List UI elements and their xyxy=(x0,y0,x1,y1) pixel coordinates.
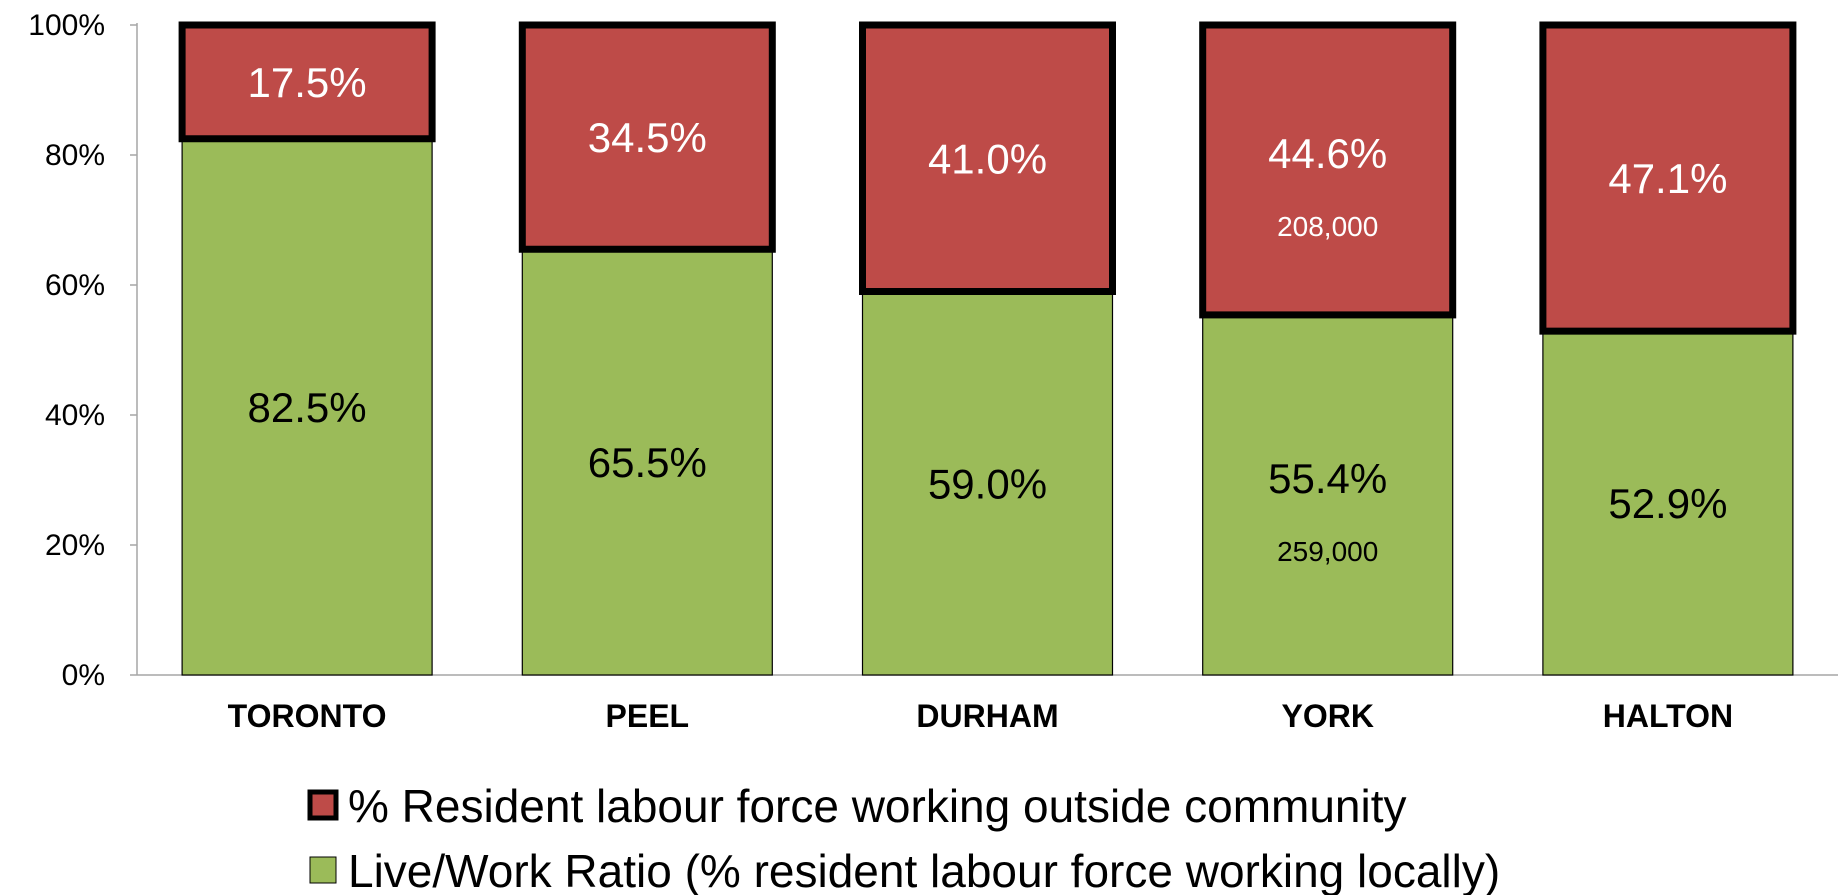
annotation-york-1: 208,000 xyxy=(1277,211,1378,242)
data-label-york-series-0: 55.4% xyxy=(1268,455,1387,502)
y-tick-label: 0% xyxy=(62,659,105,692)
data-label-toronto-series-0: 82.5% xyxy=(248,384,367,431)
data-label-peel-series-0: 65.5% xyxy=(588,439,707,486)
legend-swatch-series-1 xyxy=(307,789,339,821)
data-label-york-series-1: 44.6% xyxy=(1268,130,1387,177)
bar-toronto-series-1 xyxy=(178,21,436,143)
legend: % Resident labour force working outside … xyxy=(307,780,1500,895)
bar-peel-series-0 xyxy=(521,248,773,676)
bar-york-series-1 xyxy=(1199,21,1457,319)
bar-halton-series-1 xyxy=(1539,21,1797,335)
x-tick-label-toronto: TORONTO xyxy=(228,698,387,734)
x-tick-label-halton: HALTON xyxy=(1603,698,1733,734)
data-label-peel-series-1: 34.5% xyxy=(588,114,707,161)
data-label-halton-series-1: 47.1% xyxy=(1608,155,1727,202)
legend-swatch-series-0 xyxy=(309,856,337,884)
legend-label-series-1: % Resident labour force working outside … xyxy=(348,780,1407,832)
legend-label-series-0: Live/Work Ratio (% resident labour force… xyxy=(348,845,1500,895)
bar-toronto-series-0 xyxy=(181,138,433,676)
y-tick-label: 20% xyxy=(45,529,105,562)
data-label-durham-series-1: 41.0% xyxy=(928,135,1047,182)
x-tick-label-durham: DURHAM xyxy=(916,698,1058,734)
x-tick-label-peel: PEEL xyxy=(606,698,690,734)
plot-area: 0% 20% 40% 60% 80% 100% 82.5% 17.5% TORONTO 65.5%… xyxy=(28,9,1838,734)
y-tick-label: 60% xyxy=(45,269,105,302)
data-label-durham-series-0: 59.0% xyxy=(928,460,1047,507)
data-label-halton-series-0: 52.9% xyxy=(1608,480,1727,527)
bar-peel-series-1 xyxy=(518,21,776,253)
y-tick-label: 100% xyxy=(28,9,105,42)
bar-halton-series-0 xyxy=(1542,330,1794,676)
data-label-toronto-series-1: 17.5% xyxy=(248,59,367,106)
annotation-york-0: 259,000 xyxy=(1277,536,1378,567)
bar-durham-series-0 xyxy=(861,290,1114,676)
x-tick-label-york: YORK xyxy=(1281,698,1373,734)
y-tick-label: 40% xyxy=(45,399,105,432)
bar-durham-series-1 xyxy=(859,21,1116,295)
y-tick-label: 80% xyxy=(45,139,105,172)
